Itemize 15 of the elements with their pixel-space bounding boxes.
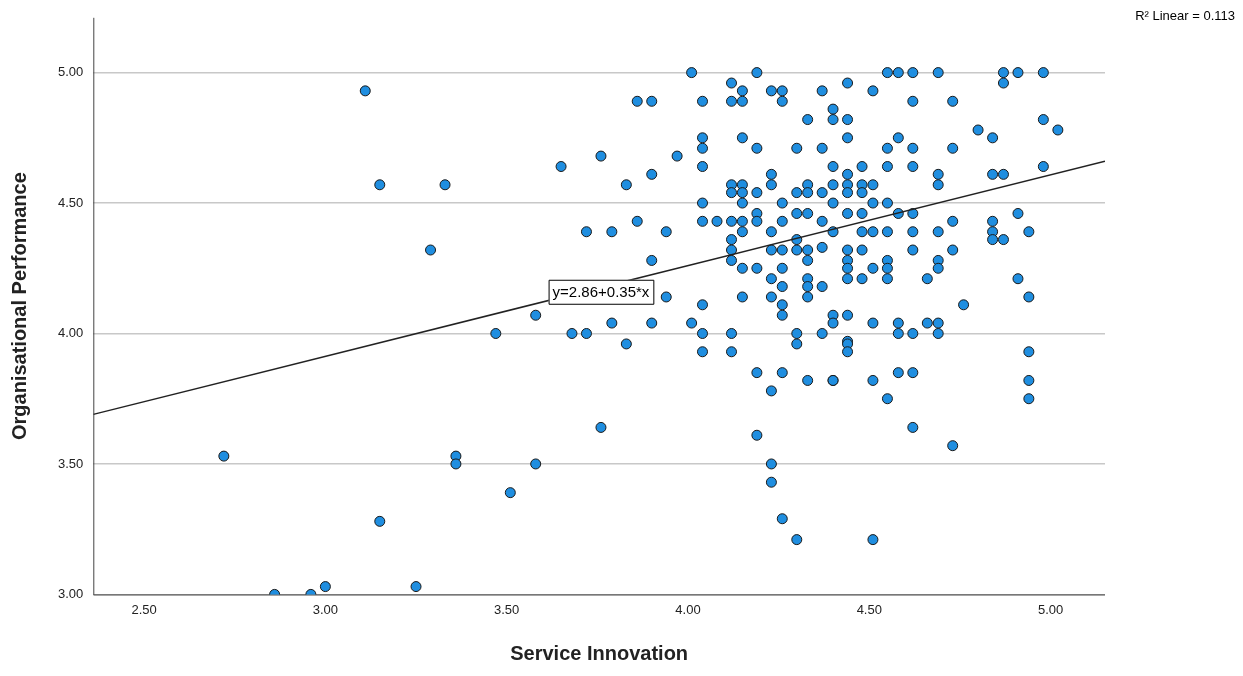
annotation: y=2.86+0.35*x (552, 282, 650, 300)
x-tick-label: 4.50 (856, 601, 882, 617)
x-axis-title: Service Innovation (510, 641, 689, 664)
text: R² Linear = 0.113 (1135, 8, 1235, 24)
y-tick-label: 4.00 (57, 325, 84, 341)
x-tick-label: 3.00 (312, 601, 339, 617)
y-tick-label: 3.00 (57, 585, 84, 601)
x-tick-label: 4.00 (675, 601, 701, 617)
y-axis-title: Organisational Performance (7, 172, 30, 441)
y-tick-label: 5.00 (57, 64, 84, 80)
y-tick-label: 3.50 (57, 455, 84, 471)
x-tick-label: 3.50 (494, 601, 520, 617)
x-tick-label: 2.50 (131, 601, 157, 617)
y-tick-label: 4.50 (57, 194, 84, 210)
x-tick-label: 5.00 (1037, 601, 1064, 617)
